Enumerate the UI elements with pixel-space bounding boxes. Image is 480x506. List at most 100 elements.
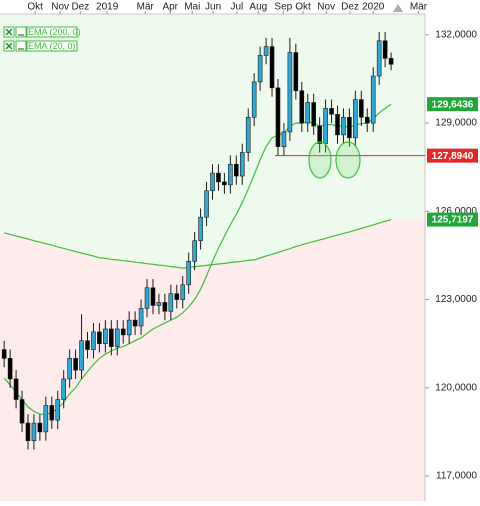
- candle-body: [257, 55, 263, 83]
- x-tick-label: Mär: [410, 2, 428, 13]
- candle-body: [162, 302, 168, 312]
- candle-body: [239, 152, 245, 177]
- y-tick-label: 123,0000: [435, 294, 477, 305]
- candle-body: [156, 302, 162, 306]
- x-tick-label: Dez: [341, 2, 359, 13]
- legend-label: EMA (200, 0): [28, 27, 81, 37]
- candle-body: [329, 108, 334, 115]
- candle-body: [109, 328, 114, 347]
- candle-body: [305, 102, 311, 124]
- candle-body: [263, 46, 269, 56]
- candle-body: [138, 308, 144, 327]
- candle-body: [323, 108, 328, 144]
- legend-toggle-x: [5, 42, 13, 50]
- ema-label-box: [427, 212, 478, 227]
- ema-line: [4, 219, 392, 269]
- candle-body: [67, 358, 72, 380]
- legend-toggle-x: [5, 28, 13, 36]
- x-tick-label: Aug: [249, 2, 267, 13]
- scroll-icon: [393, 4, 403, 12]
- x-tick-label: Mai: [184, 2, 200, 13]
- x-tick-label: 2020: [362, 2, 385, 13]
- annotation-circle: [335, 141, 361, 179]
- candle-body: [186, 261, 191, 286]
- candle-body: [216, 172, 221, 183]
- candle-body: [61, 378, 66, 400]
- legend-menu[interactable]: [15, 40, 27, 52]
- candle-body: [222, 181, 227, 186]
- candle-body: [19, 399, 25, 424]
- y-tick-label: 132,0000: [435, 30, 477, 41]
- x-tick-label: Dez: [71, 2, 89, 13]
- candle-body: [49, 405, 55, 421]
- candle-body: [43, 405, 49, 433]
- candle-body: [376, 40, 382, 77]
- candle-body: [132, 319, 138, 327]
- candle-body: [317, 125, 322, 144]
- candle-body: [120, 328, 126, 336]
- candle-body: [382, 40, 388, 59]
- candle-body: [31, 422, 37, 442]
- time-axis-bar: [0, 0, 480, 14]
- candle-body: [364, 116, 370, 124]
- candle-body: [144, 287, 150, 309]
- candle-body: [55, 399, 61, 421]
- y-tick-label: 120,0000: [435, 382, 477, 393]
- candle-body: [174, 293, 180, 300]
- x-tick-label: Okt: [295, 2, 311, 13]
- candle-body: [198, 216, 203, 242]
- legend-box: [26, 40, 78, 52]
- candle-body: [91, 331, 96, 350]
- candle-body: [103, 328, 108, 344]
- legend-box: [26, 26, 78, 38]
- candle-body: [370, 75, 376, 124]
- price-axis: [425, 14, 480, 501]
- x-tick-label: Sep: [274, 2, 292, 13]
- x-tick-label: Nov: [317, 2, 335, 13]
- x-tick-label: Okt: [27, 2, 43, 13]
- level-label: 127,8940: [432, 151, 474, 162]
- legend-menu[interactable]: [15, 26, 27, 38]
- candle-body: [245, 116, 251, 153]
- candle-body: [311, 102, 316, 127]
- x-tick-label: Mär: [137, 2, 155, 13]
- candle-body: [150, 287, 156, 306]
- x-tick-label: Jul: [231, 2, 244, 13]
- candle-body: [299, 90, 305, 124]
- candle-body: [347, 116, 352, 139]
- candle-body: [7, 358, 13, 380]
- candle-body: [13, 378, 19, 400]
- candle-body: [388, 58, 394, 65]
- y-tick-label: 129,0000: [435, 118, 477, 129]
- x-tick-label: Jun: [205, 2, 221, 13]
- candle-body: [114, 328, 120, 347]
- ema-label: 125,7197: [432, 215, 474, 226]
- candle-body: [251, 81, 257, 118]
- annotation-circle: [308, 141, 332, 179]
- below-region: [0, 219, 425, 501]
- candle-body: [192, 240, 197, 262]
- x-tick-label: Apr: [162, 2, 178, 13]
- candle-body: [97, 331, 102, 344]
- candle-body: [73, 358, 78, 371]
- y-tick-label: 117,0000: [436, 471, 477, 482]
- x-tick-label: Nov: [51, 2, 69, 13]
- ema-label-box: [427, 97, 478, 112]
- legend-label: EMA (20, 0): [28, 41, 76, 51]
- candle-body: [281, 131, 287, 147]
- candle-body: [210, 172, 215, 192]
- candle-body: [353, 99, 358, 139]
- candle-body: [228, 163, 233, 186]
- candle-body: [359, 99, 364, 118]
- candle-body: [180, 284, 186, 300]
- candle-body: [341, 116, 346, 136]
- candle-body: [37, 422, 43, 433]
- candle-body: [168, 293, 174, 312]
- candle-body: [335, 113, 340, 136]
- candle-body: [85, 340, 90, 350]
- candle-body: [1, 349, 7, 359]
- candle-body: [287, 52, 293, 133]
- x-tick-label: 2019: [96, 2, 119, 13]
